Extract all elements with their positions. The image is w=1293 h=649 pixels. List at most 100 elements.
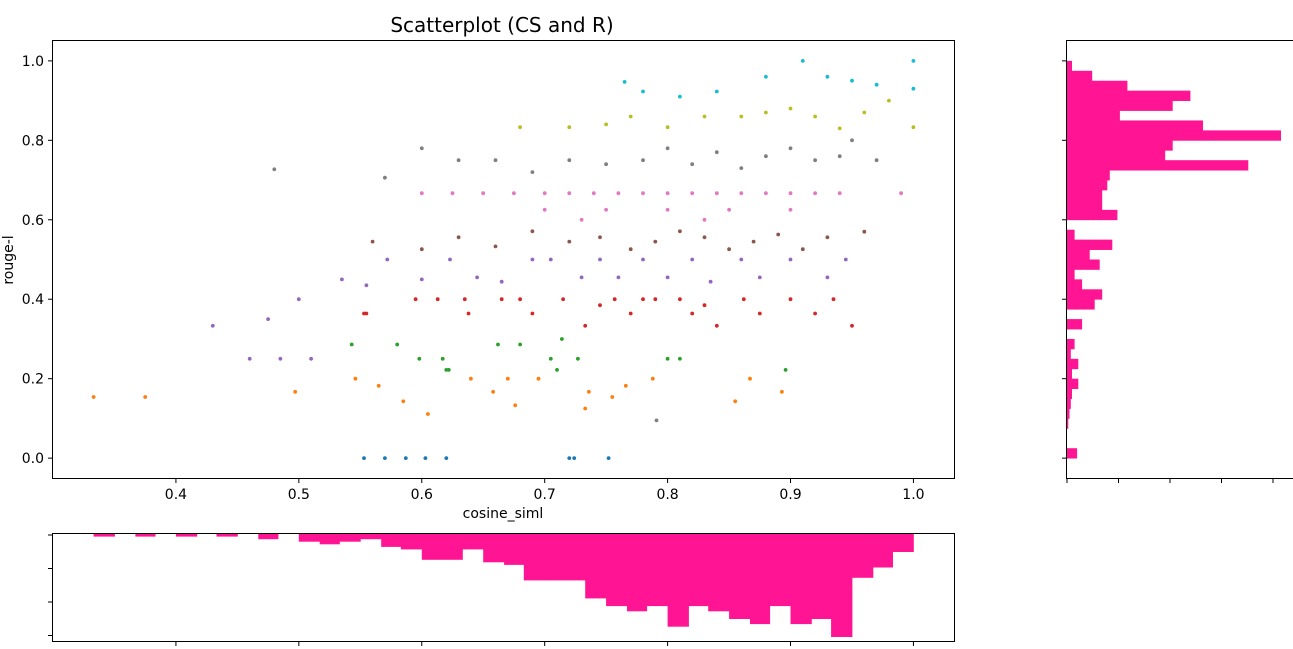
scatter-point: [702, 217, 707, 222]
scatter-point: [364, 311, 369, 316]
scatter-point: [444, 368, 449, 372]
scatter-point: [340, 277, 344, 282]
bottom-histogram-bar: [606, 534, 628, 607]
scatter-point: [678, 356, 682, 361]
right-histogram-bar: [1067, 180, 1108, 191]
scatter-point: [247, 356, 252, 361]
bottom-histogram-bar: [708, 534, 730, 612]
x-tick-label: 0.9: [779, 487, 801, 503]
scatter-point: [623, 383, 628, 388]
scatter-point: [641, 257, 645, 262]
scatter-point: [567, 125, 572, 130]
scatter-point: [665, 146, 670, 151]
scatter-point: [813, 158, 817, 163]
scatter-point: [293, 389, 298, 394]
scatter-point: [462, 297, 467, 302]
scatter-point: [641, 191, 645, 196]
scatter-point: [383, 175, 387, 180]
scatter-point: [496, 342, 500, 347]
scatter-point: [825, 74, 830, 79]
scatter-axes-frame: [52, 40, 955, 479]
scatter-point: [874, 158, 879, 163]
scatter-point: [813, 311, 817, 316]
right-histogram-bar: [1067, 140, 1173, 151]
scatter-point: [576, 356, 580, 361]
scatter-point: [598, 235, 602, 240]
scatter-point: [837, 191, 842, 196]
scatter-point: [780, 389, 784, 394]
bottom-histogram-ticks: [48, 534, 914, 646]
scatter-point: [143, 395, 148, 399]
scatter-point: [650, 376, 655, 381]
bottom-histogram-bar: [400, 534, 423, 550]
bottom-histogram-bar: [175, 534, 198, 537]
scatter-point: [825, 235, 830, 240]
bottom-histogram-bar: [319, 534, 340, 545]
scatter-point: [210, 323, 215, 328]
bottom-histogram-bar: [892, 534, 914, 552]
bottom-histogram-bar: [769, 534, 791, 607]
bottom-histogram-bar: [750, 534, 771, 625]
scatter-point: [362, 456, 366, 460]
scatter-point: [850, 138, 854, 143]
right-histogram-bar: [1067, 368, 1072, 380]
scatter-point: [837, 126, 842, 131]
bottom-histogram-bar: [790, 534, 812, 625]
scatter-point: [690, 162, 695, 167]
scatter-point: [739, 166, 744, 171]
scatter-point: [654, 418, 659, 423]
right-histogram-frame: [1066, 40, 1293, 479]
scatter-point: [606, 456, 611, 460]
right-histogram-bar: [1067, 398, 1071, 409]
bottom-histogram-bar: [421, 534, 444, 560]
scatter-point: [583, 323, 588, 328]
scatter-point: [417, 356, 422, 361]
bottom-histogram-bar: [811, 534, 832, 619]
scatter-point: [788, 106, 793, 111]
right-histogram-bar: [1067, 249, 1090, 260]
scatter-point: [739, 257, 744, 262]
right-histogram-bar: [1067, 279, 1083, 290]
scatter-point: [309, 356, 313, 361]
scatter-point: [757, 275, 762, 280]
right-histogram-bar: [1067, 130, 1281, 141]
right-histogram-bar: [1067, 70, 1093, 82]
x-tick-label: 0.6: [411, 487, 433, 503]
scatter-point: [665, 207, 670, 212]
right-histogram-bar: [1067, 150, 1166, 161]
bottom-histogram-bar: [667, 534, 689, 627]
scatter-point: [567, 239, 572, 244]
scatter-point: [813, 114, 817, 119]
scatter-point: [505, 376, 510, 381]
x-axis-label: cosine_siml: [463, 506, 544, 522]
scatter-point: [850, 78, 854, 83]
scatter-point: [678, 229, 682, 234]
scatter-point: [419, 191, 424, 196]
scatter-point: [690, 191, 695, 196]
right-histogram-bar: [1067, 189, 1103, 201]
scatter-point: [788, 207, 793, 212]
scatter-point: [690, 311, 695, 316]
right-histogram-bar: [1067, 408, 1070, 419]
scatter-point: [757, 311, 762, 316]
x-tick-label: 0.8: [656, 487, 678, 503]
scatter-point: [353, 376, 358, 381]
scatter-point: [616, 191, 621, 196]
bottom-histogram-bar: [462, 534, 484, 550]
scatter-point: [591, 191, 596, 196]
scatter-point: [653, 297, 658, 302]
scatter-point: [450, 191, 455, 196]
right-histogram-bar: [1067, 170, 1110, 181]
scatter-point: [813, 191, 817, 196]
y-tick-label: 0.6: [22, 213, 44, 229]
scatter-point: [266, 317, 270, 321]
bottom-histogram-bar: [216, 534, 238, 537]
right-histogram-bar: [1067, 60, 1072, 72]
scatter-point: [739, 191, 744, 196]
scatter-point: [579, 275, 584, 280]
scatter-point: [419, 146, 424, 151]
scatter-point: [616, 275, 621, 280]
scatter-point: [567, 191, 572, 196]
bottom-histogram-bar: [831, 534, 853, 637]
bottom-histogram-bar: [646, 534, 668, 607]
